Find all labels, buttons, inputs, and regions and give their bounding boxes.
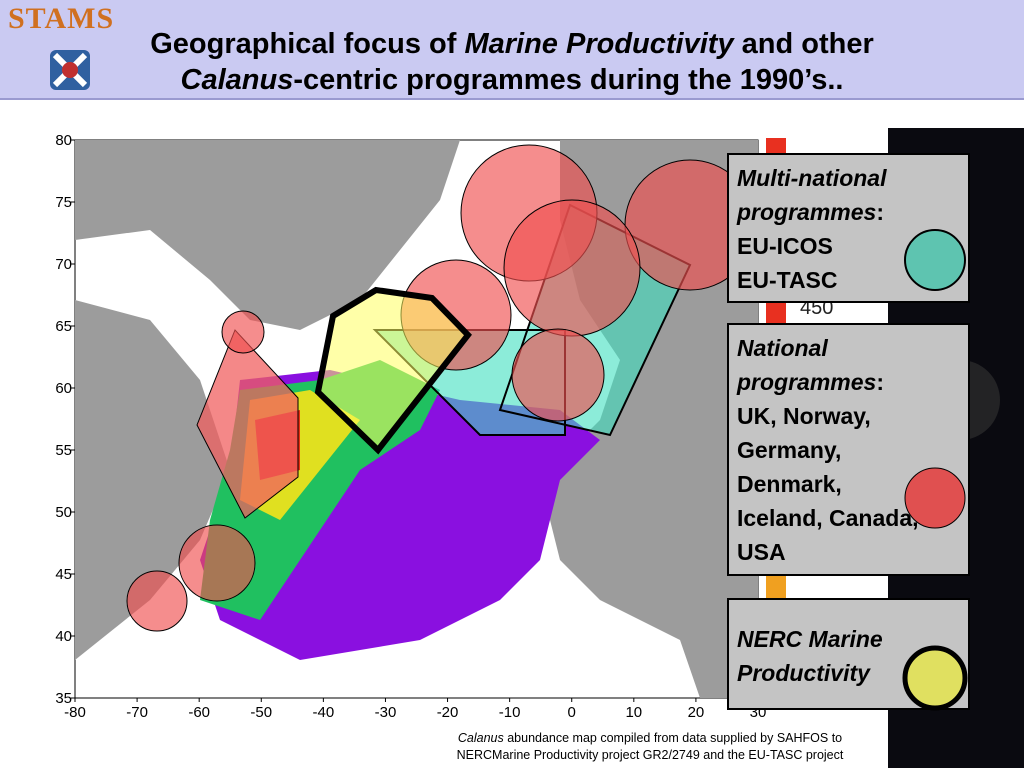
x-tick-label: -40 <box>313 704 335 721</box>
title-text: and other <box>733 28 874 60</box>
legend-title: Multi-national programmes <box>737 165 887 225</box>
legend-item: Denmark, <box>737 471 842 497</box>
y-tick-label: 70 <box>55 256 72 273</box>
legend-item: EU-ICOS <box>737 233 833 259</box>
legend-item: USA <box>737 539 786 565</box>
y-tick-label: 65 <box>55 318 72 335</box>
y-tick-label: 50 <box>55 504 72 521</box>
x-tick-label: 0 <box>568 704 576 721</box>
legend-item: Germany, <box>737 437 842 463</box>
header: STAMS Geographical focus of Marine Produ… <box>0 0 1024 100</box>
y-tick-label: 45 <box>55 566 72 583</box>
legend-item: UK, Norway, <box>737 403 871 429</box>
legend-item: Iceland, Canada, <box>737 505 919 531</box>
legend-box: National programmes: UK, Norway, Germany, D… <box>727 323 970 576</box>
legend-sep: : <box>876 369 884 395</box>
y-tick-label: 60 <box>55 380 72 397</box>
logo-emblem <box>50 50 90 90</box>
legend-box: Multi-national programmes: EU-ICOS EU-TASC <box>727 153 970 303</box>
y-tick-label: 55 <box>55 442 72 459</box>
x-tick-label: -30 <box>375 704 397 721</box>
title-line: Calanus-centric programmes during the 19… <box>0 64 1024 97</box>
title-line: Geographical focus of Marine Productivit… <box>0 28 1024 61</box>
caption: Calanus abundance map compiled from data… <box>420 730 880 764</box>
caption-text: NERCMarine Productivity project GR2/2749… <box>456 748 844 762</box>
x-tick-label: -70 <box>126 704 148 721</box>
legend-title: National programmes <box>737 335 877 395</box>
logo: STAMS <box>8 2 115 35</box>
land <box>75 300 230 660</box>
x-tick-label: -10 <box>499 704 521 721</box>
caption-text: Calanus <box>457 731 504 745</box>
x-tick-label: 10 <box>625 704 642 721</box>
x-tick-label: -50 <box>250 704 272 721</box>
legend-item: EU-TASC <box>737 267 838 293</box>
title-text: Calanus <box>180 64 294 96</box>
title-text: -centric programmes during the 1990’s.. <box>293 64 844 96</box>
y-tick-label: 35 <box>55 690 72 707</box>
legend-sep: : <box>876 199 884 225</box>
x-tick-label: 20 <box>688 704 705 721</box>
land <box>75 140 460 330</box>
nerc-region <box>314 286 472 455</box>
y-tick-label: 80 <box>55 132 72 149</box>
y-tick-label: 75 <box>55 194 72 211</box>
y-tick-label: 40 <box>55 628 72 645</box>
x-tick-label: -80 <box>64 704 86 721</box>
x-tick-label: -20 <box>437 704 459 721</box>
caption-text: abundance map compiled from data supplie… <box>503 731 843 745</box>
x-tick-label: -60 <box>188 704 210 721</box>
title-text: Geographical focus of <box>150 28 465 60</box>
legend-title: NERC Marine Productivity <box>737 626 883 686</box>
title-text: Marine Productivity <box>464 28 734 60</box>
legend-box: NERC Marine Productivity <box>727 598 970 710</box>
